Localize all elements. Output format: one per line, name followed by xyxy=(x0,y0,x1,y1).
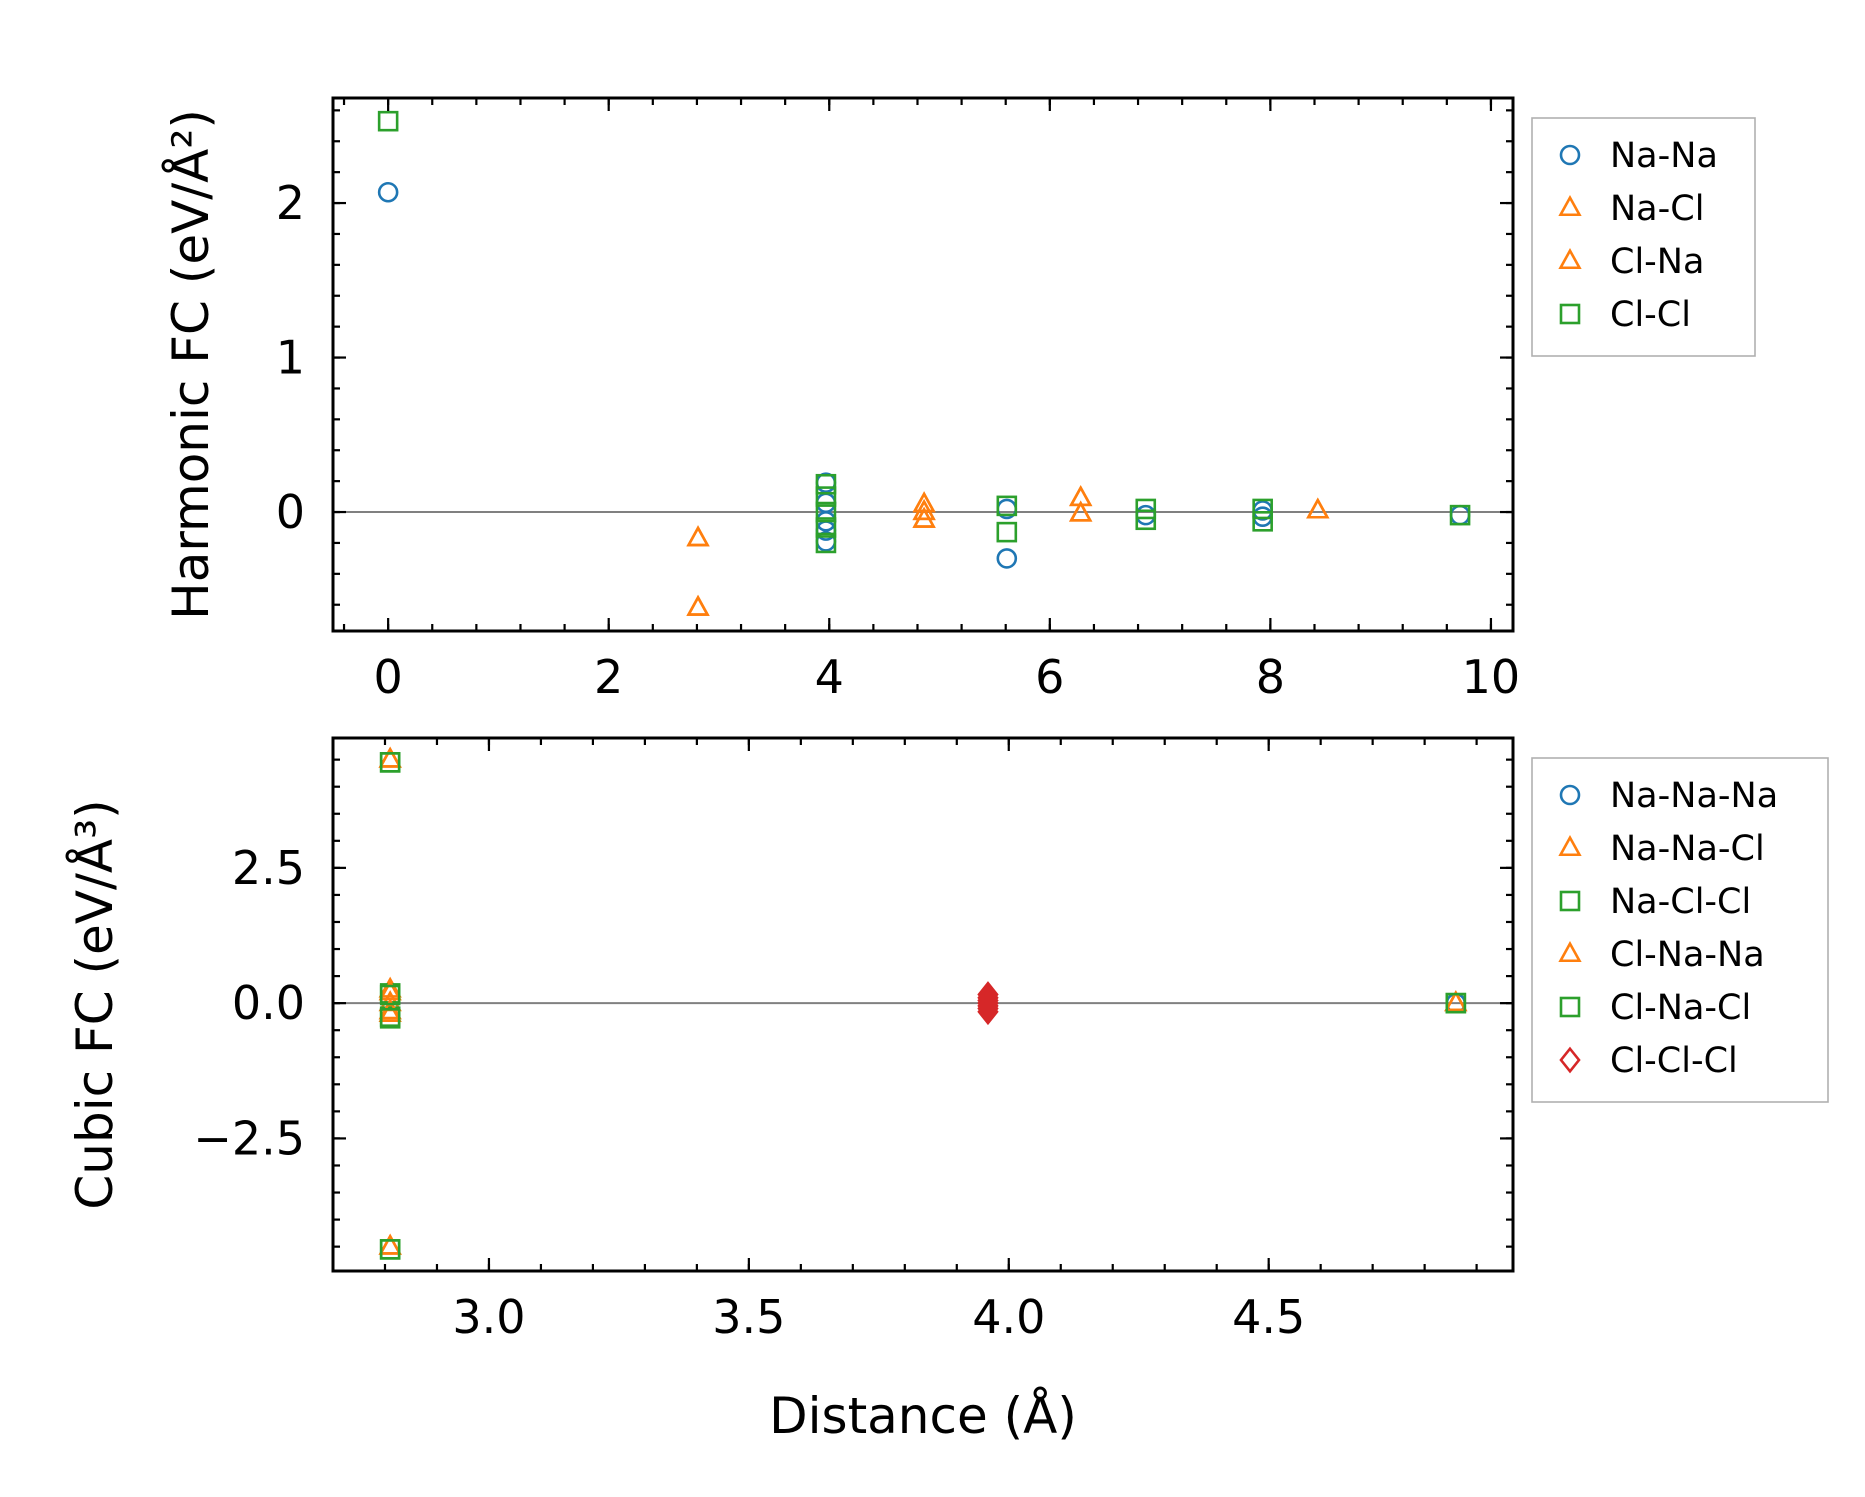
harmonic-point-na-na xyxy=(1449,504,1471,526)
harmonic-point-cl-cl xyxy=(815,473,837,495)
harmonic-point-na-na xyxy=(996,548,1018,569)
cubic-point-cl-cl-cl xyxy=(977,998,999,1026)
cubic-legend-marker-cl-na-na xyxy=(1558,940,1582,963)
cubic-markers xyxy=(378,746,1468,1260)
harmonic-legend-marker-na-na xyxy=(1559,144,1581,166)
cubic-xtick-label: 4.5 xyxy=(1232,1290,1305,1344)
cubic-point-na-na-cl xyxy=(378,976,402,998)
harmonic-point-cl-na xyxy=(912,506,936,528)
harmonic-xtick-label: 4 xyxy=(815,650,844,704)
harmonic-xtick-label: 8 xyxy=(1256,650,1285,704)
cubic-legend: Na-Na-Na Na-Na-Cl Na-Cl-Cl Cl-Na-Na Cl-Na-Cl… xyxy=(1531,757,1829,1103)
harmonic-point-cl-na xyxy=(686,594,710,616)
harmonic-legend-frame xyxy=(1531,117,1756,357)
cubic-legend-marker-na-na-na xyxy=(1559,784,1581,806)
harmonic-point-na-na xyxy=(1135,504,1157,526)
harmonic-markers xyxy=(377,110,1471,616)
harmonic-ytick-label: 1 xyxy=(276,331,305,385)
cubic-ytick-label: −2.5 xyxy=(193,1111,305,1165)
cubic-legend-marker-cl-na-cl xyxy=(1559,996,1581,1018)
cubic-point-cl-na-cl xyxy=(379,752,401,773)
cubic-point-cl-na-cl xyxy=(379,1007,401,1029)
harmonic-point-cl-cl xyxy=(1252,511,1273,532)
harmonic-legend-label-na-na: Na-Na xyxy=(1610,136,1718,176)
cubic-axes-frame xyxy=(331,736,1515,1273)
cubic-point-cl-na-na xyxy=(378,746,402,768)
cubic-ytick-label: 0.0 xyxy=(232,976,305,1030)
cubic-legend-label-cl-cl-cl: Cl-Cl-Cl xyxy=(1610,1041,1738,1081)
harmonic-point-cl-na xyxy=(1069,500,1093,522)
cubic-point-na-na-cl xyxy=(378,1000,402,1023)
harmonic-fc-panel: 0 2 4 6 8 10 0 1 2 Harmonic FC (eV/Å²) Na-Na Na-Cl C… xyxy=(162,96,1756,704)
cubic-legend-label-na-na-na: Na-Na-Na xyxy=(1610,776,1778,816)
cubic-point-cl-na-cl xyxy=(379,984,401,1006)
cubic-fc-panel: 3.0 3.5 4.0 4.5 −2.5 0.0 2.5 Cubic FC (eV/Å³) Di… xyxy=(66,736,1829,1445)
harmonic-legend-label-na-cl: Na-Cl xyxy=(1610,189,1704,229)
cubic-legend-label-cl-na-na: Cl-Na-Na xyxy=(1610,935,1765,975)
harmonic-point-cl-cl xyxy=(1135,498,1157,520)
harmonic-point-cl-cl xyxy=(996,521,1018,543)
cubic-ytick-label: 2.5 xyxy=(232,841,305,895)
cubic-legend-label-na-cl-cl: Na-Cl-Cl xyxy=(1610,882,1751,922)
harmonic-point-cl-na xyxy=(686,525,710,547)
harmonic-ticks xyxy=(333,98,1513,631)
harmonic-xtick-label: 10 xyxy=(1462,650,1521,704)
harmonic-point-cl-cl xyxy=(1252,498,1273,520)
cubic-legend-label-na-na-cl: Na-Na-Cl xyxy=(1610,829,1765,869)
cubic-xlabel: Distance (Å) xyxy=(769,1387,1077,1445)
cubic-point-cl-na-cl xyxy=(1445,992,1467,1014)
harmonic-ytick-label: 0 xyxy=(276,485,305,539)
harmonic-point-cl-cl xyxy=(377,110,399,132)
harmonic-ylabel: Harmonic FC (eV/Å²) xyxy=(162,109,220,620)
harmonic-point-cl-na xyxy=(1306,497,1330,519)
harmonic-point-cl-cl xyxy=(996,495,1018,517)
cubic-legend-marker-cl-cl-cl xyxy=(1559,1046,1581,1074)
harmonic-axes-frame xyxy=(331,96,1515,633)
cubic-ticks xyxy=(331,738,1513,1271)
cubic-legend-marker-na-na-cl xyxy=(1558,834,1582,857)
cubic-xtick-label: 3.0 xyxy=(452,1290,525,1344)
harmonic-xtick-label: 0 xyxy=(373,650,402,704)
harmonic-point-cl-cl xyxy=(815,517,837,538)
harmonic-point-cl-cl xyxy=(1135,509,1157,531)
cubic-point-cl-na-na xyxy=(378,1233,402,1255)
harmonic-xtick-label: 2 xyxy=(594,650,623,704)
harmonic-legend-marker-cl-cl xyxy=(1559,303,1581,325)
harmonic-point-cl-cl xyxy=(815,486,837,507)
harmonic-ytick-label: 2 xyxy=(276,176,305,230)
harmonic-legend-label-cl-na: Cl-Na xyxy=(1610,242,1704,282)
harmonic-legend-marker-na-cl xyxy=(1558,194,1582,217)
cubic-legend-marker-na-cl-cl xyxy=(1559,890,1581,912)
harmonic-point-cl-cl xyxy=(815,501,837,523)
harmonic-xtick-label: 6 xyxy=(1035,650,1064,704)
cubic-xtick-label: 4.0 xyxy=(972,1290,1045,1344)
cubic-ylabel: Cubic FC (eV/Å³) xyxy=(66,799,124,1209)
harmonic-legend: Na-Na Na-Cl Cl-Na Cl-Cl xyxy=(1531,117,1756,357)
cubic-point-cl-na-na xyxy=(1444,990,1468,1012)
harmonic-point-cl-cl xyxy=(815,532,837,554)
cubic-xtick-label: 3.5 xyxy=(712,1290,785,1344)
cubic-legend-frame xyxy=(1531,757,1829,1103)
harmonic-point-cl-na xyxy=(912,499,936,521)
cubic-point-cl-na-cl xyxy=(379,1239,401,1260)
harmonic-legend-marker-cl-na xyxy=(1558,247,1582,270)
cubic-legend-label-cl-na-cl: Cl-Na-Cl xyxy=(1610,988,1751,1028)
harmonic-legend-label-cl-cl: Cl-Cl xyxy=(1610,295,1691,335)
harmonic-point-cl-cl xyxy=(1449,504,1471,526)
harmonic-point-na-na xyxy=(377,181,399,203)
